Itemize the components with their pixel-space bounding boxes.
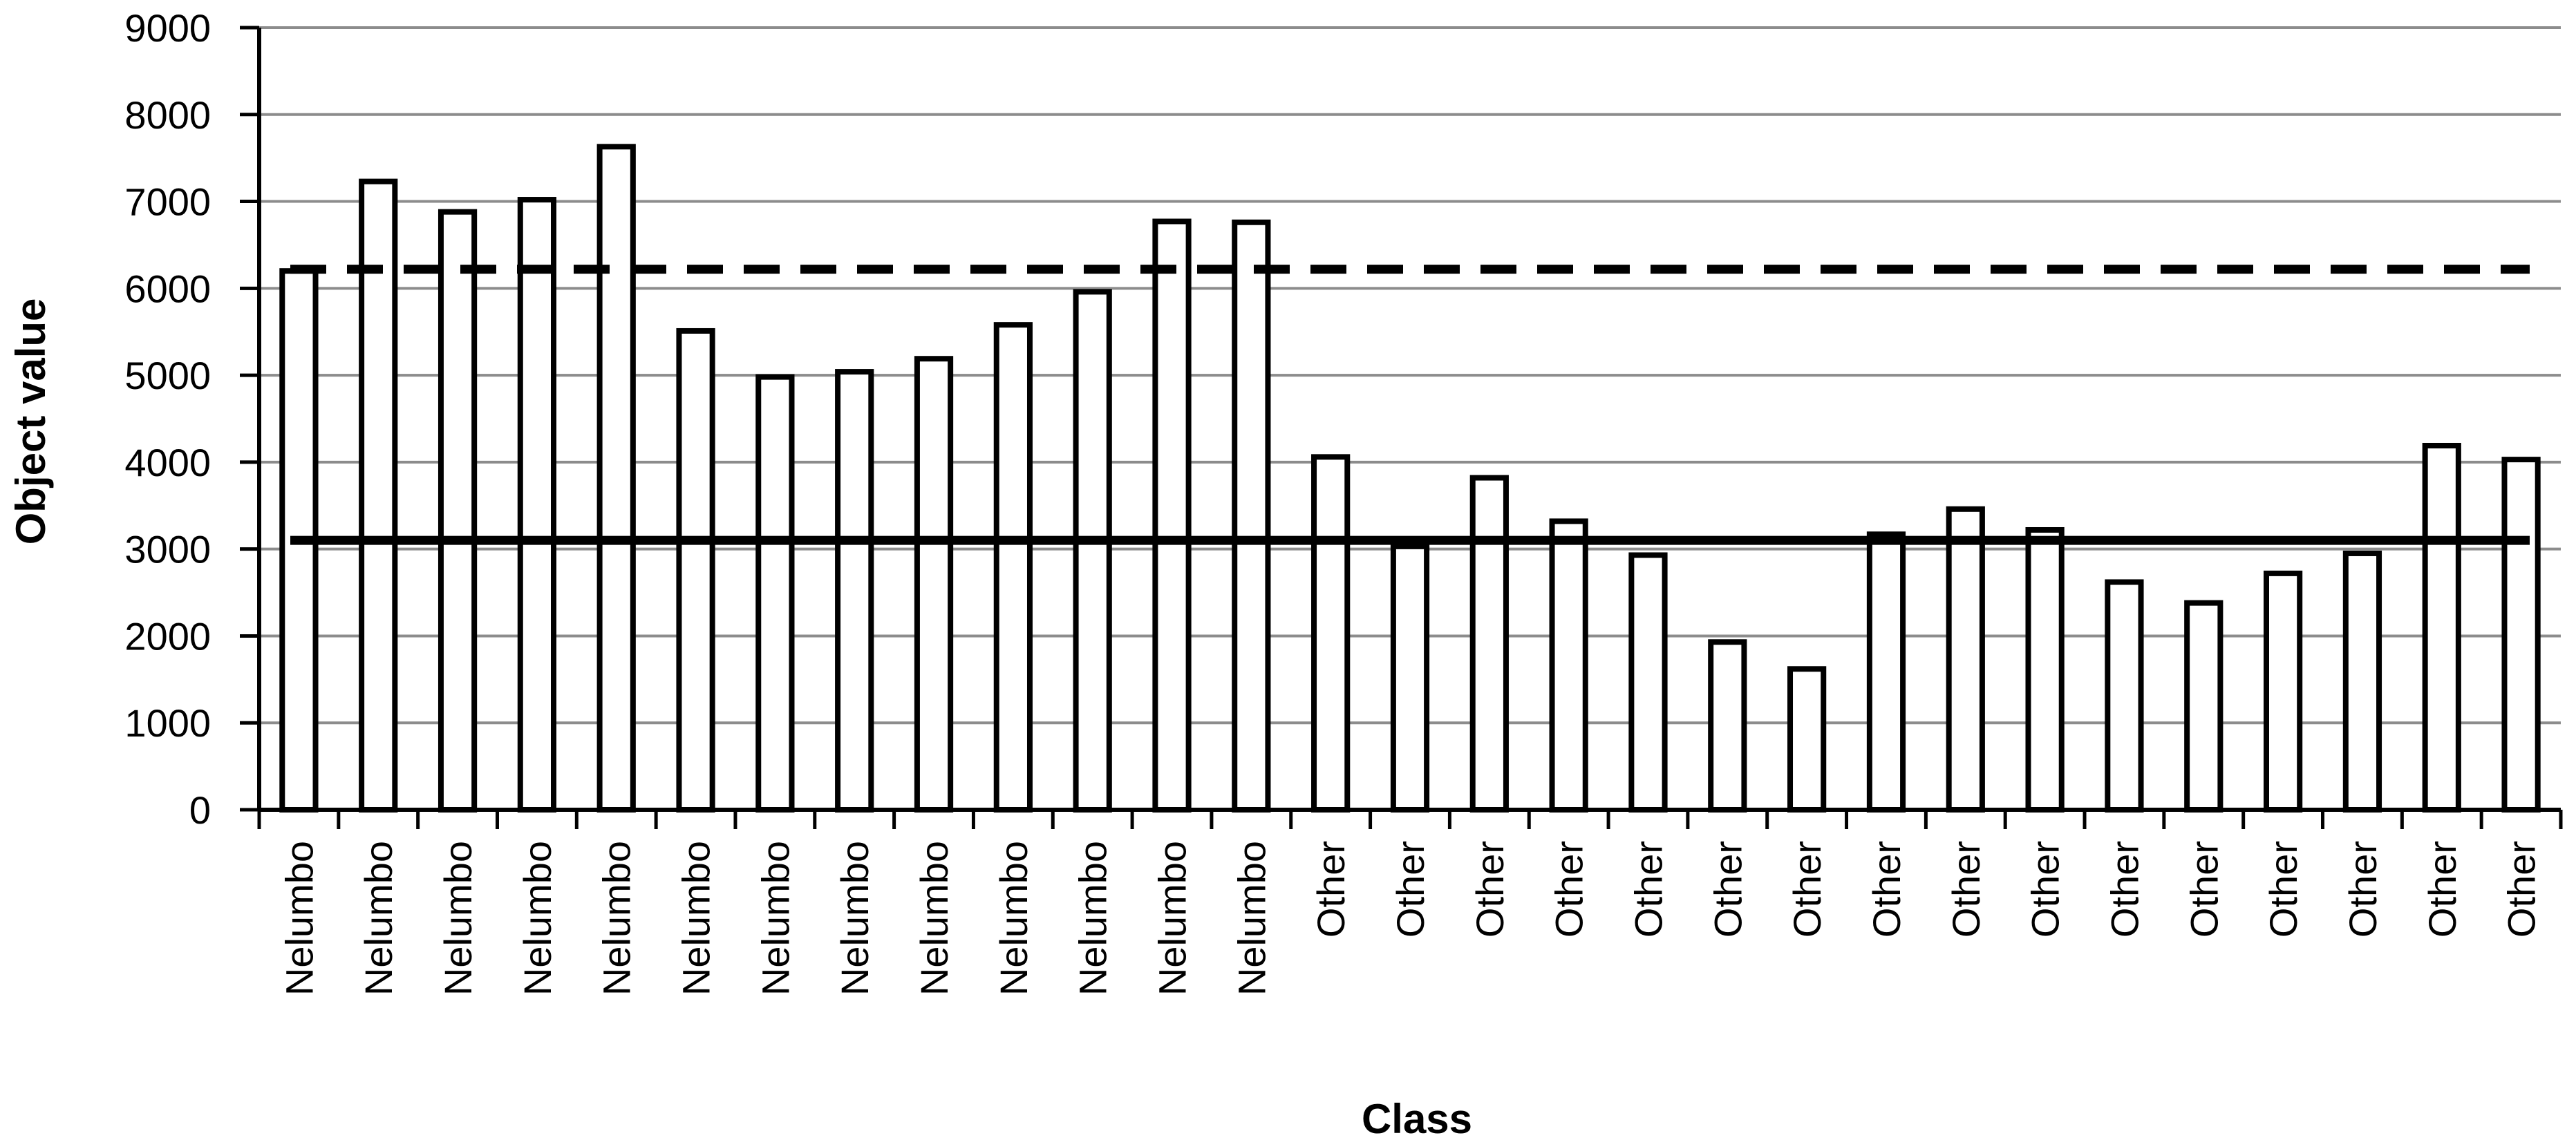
x-category-label: Other: [2182, 841, 2226, 938]
bar: [2422, 442, 2461, 813]
x-category-label: Nelumbo: [277, 841, 321, 996]
x-category-label: Nelumbo: [357, 841, 400, 996]
x-category-label: Other: [1626, 841, 1670, 938]
x-category-label: Other: [1309, 841, 1353, 938]
x-category-label: Other: [1785, 841, 1829, 938]
bars: [279, 144, 2541, 813]
x-category-label: Other: [1389, 841, 1432, 938]
x-category-label: Other: [2262, 841, 2305, 938]
gridlines: [259, 26, 2561, 725]
bar: [2342, 550, 2382, 813]
y-tick-label: 6000: [124, 267, 211, 310]
bar: [755, 374, 795, 813]
bar: [2025, 526, 2065, 813]
x-category-label: Nelumbo: [1071, 841, 1115, 996]
y-tick-label: 2000: [124, 614, 211, 658]
x-category-label: Other: [1944, 841, 1988, 938]
x-category-label: Other: [2420, 841, 2464, 938]
bar: [438, 209, 478, 813]
bar: [1628, 552, 1668, 813]
bar: [517, 197, 557, 813]
bar: [1549, 518, 1588, 813]
x-category-label: Other: [1468, 841, 1512, 938]
bar: [1787, 666, 1827, 813]
x-category-label: Other: [2341, 841, 2385, 938]
bar: [596, 144, 636, 813]
bar: [2263, 570, 2303, 813]
bar: [993, 322, 1033, 813]
bar: [1073, 289, 1112, 813]
x-category-label: Other: [1865, 841, 1908, 938]
x-category-label: Nelumbo: [992, 841, 1035, 996]
bar: [359, 178, 398, 813]
y-axis-title: Object value: [8, 298, 54, 545]
x-category-label: Other: [2024, 841, 2067, 938]
x-category-label: Nelumbo: [436, 841, 480, 996]
bar: [2105, 579, 2144, 813]
y-tick-label: 1000: [124, 701, 211, 745]
x-category-label: Nelumbo: [912, 841, 956, 996]
x-category-label: Other: [1548, 841, 1591, 938]
bar: [1946, 506, 1985, 813]
x-category-label: Nelumbo: [1230, 841, 1273, 996]
x-category-label: Nelumbo: [1151, 841, 1194, 996]
bar: [1152, 218, 1192, 813]
y-axis-tick-labels: 0 1000 2000 3000 4000 5000 6000 7000 8000 9000: [124, 6, 211, 832]
x-category-label: Other: [2500, 841, 2544, 938]
bar: [676, 327, 715, 813]
x-axis-title: Class: [1362, 1096, 1472, 1140]
y-tick-label: 9000: [124, 6, 211, 50]
x-category-label: Other: [2103, 841, 2146, 938]
bar: [1708, 639, 1747, 813]
y-tick-label: 7000: [124, 180, 211, 224]
bar: [914, 356, 954, 813]
x-category-label: Nelumbo: [595, 841, 639, 996]
y-tick-label: 4000: [124, 441, 211, 484]
x-category-label: Other: [1706, 841, 1749, 938]
y-tick-label: 5000: [124, 354, 211, 397]
y-tick-label: 3000: [124, 528, 211, 571]
x-axis-category-labels: Nelumbo Nelumbo Nelumbo Nelumbo Nelumbo Nelum…: [277, 841, 2543, 996]
y-tick-label: 0: [189, 788, 211, 832]
bar: [1469, 475, 1509, 813]
bar: [2501, 457, 2541, 813]
axes: [240, 26, 2563, 829]
y-tick-label: 8000: [124, 93, 211, 137]
bar: [2184, 600, 2224, 813]
x-category-label: Nelumbo: [516, 841, 559, 996]
x-category-label: Nelumbo: [675, 841, 718, 996]
bar: [1232, 219, 1271, 813]
reference-lines: [290, 265, 2530, 545]
x-category-label: Nelumbo: [753, 841, 797, 996]
x-category-label: Nelumbo: [833, 841, 876, 996]
bar: [1390, 543, 1430, 813]
bar: [1866, 531, 1906, 813]
bar: [1311, 454, 1351, 813]
bar: [835, 369, 874, 813]
